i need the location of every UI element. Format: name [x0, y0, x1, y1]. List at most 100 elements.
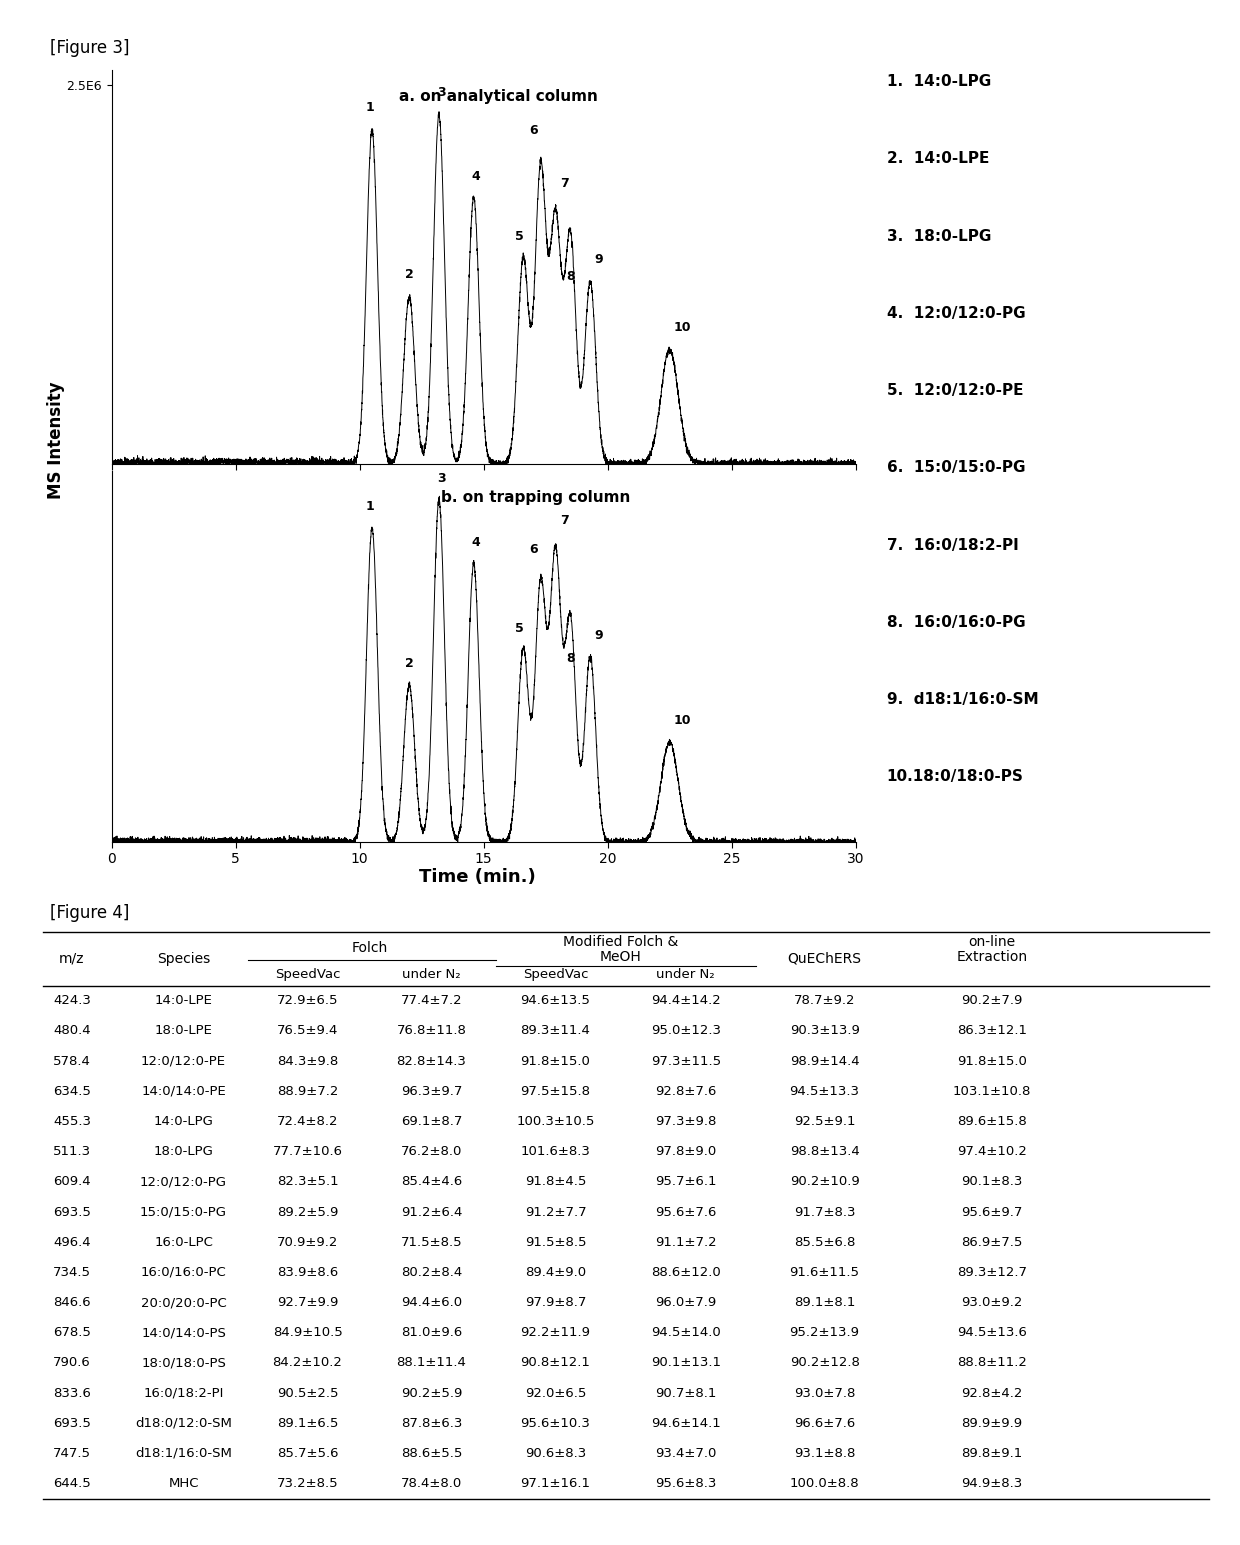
Text: under N₂: under N₂: [402, 967, 461, 981]
Text: 96.6±7.6: 96.6±7.6: [794, 1417, 856, 1429]
Text: 91.2±7.7: 91.2±7.7: [525, 1205, 587, 1219]
Text: 5.  12:0/12:0-PE: 5. 12:0/12:0-PE: [887, 383, 1023, 399]
Text: 496.4: 496.4: [53, 1236, 91, 1248]
Text: 10.18:0/18:0-PS: 10.18:0/18:0-PS: [887, 769, 1023, 785]
Text: 84.3±9.8: 84.3±9.8: [277, 1055, 339, 1068]
Text: 693.5: 693.5: [53, 1205, 91, 1219]
Text: m/z: m/z: [60, 952, 84, 966]
Text: 76.2±8.0: 76.2±8.0: [401, 1145, 463, 1159]
Text: 480.4: 480.4: [53, 1024, 91, 1038]
Text: 14:0-LPG: 14:0-LPG: [154, 1115, 213, 1128]
Text: 790.6: 790.6: [53, 1357, 91, 1369]
Text: 3: 3: [438, 471, 445, 485]
Text: 72.4±8.2: 72.4±8.2: [277, 1115, 339, 1128]
Text: 90.2±5.9: 90.2±5.9: [401, 1386, 463, 1400]
Text: 69.1±8.7: 69.1±8.7: [401, 1115, 463, 1128]
Text: 97.1±16.1: 97.1±16.1: [521, 1477, 590, 1489]
Text: 85.5±6.8: 85.5±6.8: [794, 1236, 856, 1248]
Text: d18:0/12:0-SM: d18:0/12:0-SM: [135, 1417, 232, 1429]
Text: 89.2±5.9: 89.2±5.9: [277, 1205, 339, 1219]
Text: 644.5: 644.5: [53, 1477, 91, 1489]
Text: 14:0/14:0-PS: 14:0/14:0-PS: [141, 1326, 226, 1340]
Text: 89.3±11.4: 89.3±11.4: [521, 1024, 590, 1038]
Text: 4: 4: [471, 170, 481, 182]
Text: MS Intensity: MS Intensity: [47, 382, 64, 499]
Text: 90.2±7.9: 90.2±7.9: [961, 995, 1023, 1007]
Text: 97.3±9.8: 97.3±9.8: [655, 1115, 717, 1128]
Text: 101.6±8.3: 101.6±8.3: [521, 1145, 590, 1159]
Text: Folch: Folch: [351, 941, 388, 955]
Text: 89.3±12.7: 89.3±12.7: [957, 1265, 1027, 1279]
Text: 91.8±15.0: 91.8±15.0: [521, 1055, 590, 1068]
Text: 82.8±14.3: 82.8±14.3: [397, 1055, 466, 1068]
Text: on-line: on-line: [968, 935, 1016, 949]
Text: 8: 8: [567, 652, 574, 666]
Text: 12:0/12:0-PE: 12:0/12:0-PE: [141, 1055, 226, 1068]
Text: 93.4±7.0: 93.4±7.0: [655, 1446, 717, 1460]
Text: 95.0±12.3: 95.0±12.3: [651, 1024, 720, 1038]
Text: 77.7±10.6: 77.7±10.6: [273, 1145, 342, 1159]
Text: 85.7±5.6: 85.7±5.6: [277, 1446, 339, 1460]
Text: 747.5: 747.5: [53, 1446, 91, 1460]
Text: 94.4±14.2: 94.4±14.2: [651, 995, 720, 1007]
Text: 86.9±7.5: 86.9±7.5: [961, 1236, 1023, 1248]
Text: 18:0-LPG: 18:0-LPG: [154, 1145, 213, 1159]
Text: 89.9±9.9: 89.9±9.9: [961, 1417, 1023, 1429]
Text: 91.5±8.5: 91.5±8.5: [525, 1236, 587, 1248]
Text: 70.9±9.2: 70.9±9.2: [277, 1236, 339, 1248]
Text: 634.5: 634.5: [53, 1085, 91, 1098]
Text: 90.2±12.8: 90.2±12.8: [790, 1357, 859, 1369]
Text: 97.5±15.8: 97.5±15.8: [521, 1085, 590, 1098]
Text: 1: 1: [365, 501, 374, 513]
Text: 92.0±6.5: 92.0±6.5: [525, 1386, 587, 1400]
Text: 86.3±12.1: 86.3±12.1: [957, 1024, 1027, 1038]
Text: 98.9±14.4: 98.9±14.4: [790, 1055, 859, 1068]
Text: 90.3±13.9: 90.3±13.9: [790, 1024, 859, 1038]
Text: 1.  14:0-LPG: 1. 14:0-LPG: [887, 74, 991, 90]
Text: 88.1±11.4: 88.1±11.4: [397, 1357, 466, 1369]
Text: Species: Species: [157, 952, 210, 966]
Text: 73.2±8.5: 73.2±8.5: [277, 1477, 339, 1489]
Text: 424.3: 424.3: [53, 995, 91, 1007]
Text: 100.0±8.8: 100.0±8.8: [790, 1477, 859, 1489]
Text: 96.0±7.9: 96.0±7.9: [655, 1296, 717, 1309]
Text: 2: 2: [404, 269, 414, 281]
Text: 100.3±10.5: 100.3±10.5: [516, 1115, 595, 1128]
Text: 94.5±13.3: 94.5±13.3: [790, 1085, 859, 1098]
Text: 90.8±12.1: 90.8±12.1: [521, 1357, 590, 1369]
Text: 94.6±14.1: 94.6±14.1: [651, 1417, 720, 1429]
Text: 96.3±9.7: 96.3±9.7: [401, 1085, 463, 1098]
Text: 87.8±6.3: 87.8±6.3: [401, 1417, 463, 1429]
Text: d18:1/16:0-SM: d18:1/16:0-SM: [135, 1446, 232, 1460]
Text: 92.5±9.1: 92.5±9.1: [794, 1115, 856, 1128]
Text: 16:0-LPC: 16:0-LPC: [154, 1236, 213, 1248]
Text: 6.  15:0/15:0-PG: 6. 15:0/15:0-PG: [887, 460, 1025, 476]
Text: 80.2±8.4: 80.2±8.4: [401, 1265, 463, 1279]
Text: SpeedVac: SpeedVac: [523, 967, 588, 981]
Text: 89.6±15.8: 89.6±15.8: [957, 1115, 1027, 1128]
Text: 4: 4: [471, 536, 481, 548]
Text: 97.8±9.0: 97.8±9.0: [655, 1145, 717, 1159]
Text: 92.8±7.6: 92.8±7.6: [655, 1085, 717, 1098]
Text: 10: 10: [673, 321, 691, 334]
Text: 88.6±5.5: 88.6±5.5: [401, 1446, 463, 1460]
Text: 2.  14:0-LPE: 2. 14:0-LPE: [887, 151, 990, 167]
Text: 14:0/14:0-PE: 14:0/14:0-PE: [141, 1085, 226, 1098]
Text: 82.3±5.1: 82.3±5.1: [277, 1176, 339, 1188]
Text: 91.1±7.2: 91.1±7.2: [655, 1236, 717, 1248]
Text: 94.4±6.0: 94.4±6.0: [401, 1296, 463, 1309]
Text: MeOH: MeOH: [600, 950, 641, 964]
Text: 20:0/20:0-PC: 20:0/20:0-PC: [140, 1296, 227, 1309]
Text: 12:0/12:0-PG: 12:0/12:0-PG: [140, 1176, 227, 1188]
Text: 89.8±9.1: 89.8±9.1: [961, 1446, 1023, 1460]
Text: 89.1±6.5: 89.1±6.5: [277, 1417, 339, 1429]
Text: 3: 3: [438, 87, 445, 99]
Text: 72.9±6.5: 72.9±6.5: [277, 995, 339, 1007]
Text: 90.2±10.9: 90.2±10.9: [790, 1176, 859, 1188]
Text: 95.6±9.7: 95.6±9.7: [961, 1205, 1023, 1219]
Text: 88.6±12.0: 88.6±12.0: [651, 1265, 720, 1279]
Text: 3.  18:0-LPG: 3. 18:0-LPG: [887, 229, 991, 244]
Text: 693.5: 693.5: [53, 1417, 91, 1429]
Text: 7: 7: [559, 176, 569, 190]
Text: SpeedVac: SpeedVac: [275, 967, 340, 981]
